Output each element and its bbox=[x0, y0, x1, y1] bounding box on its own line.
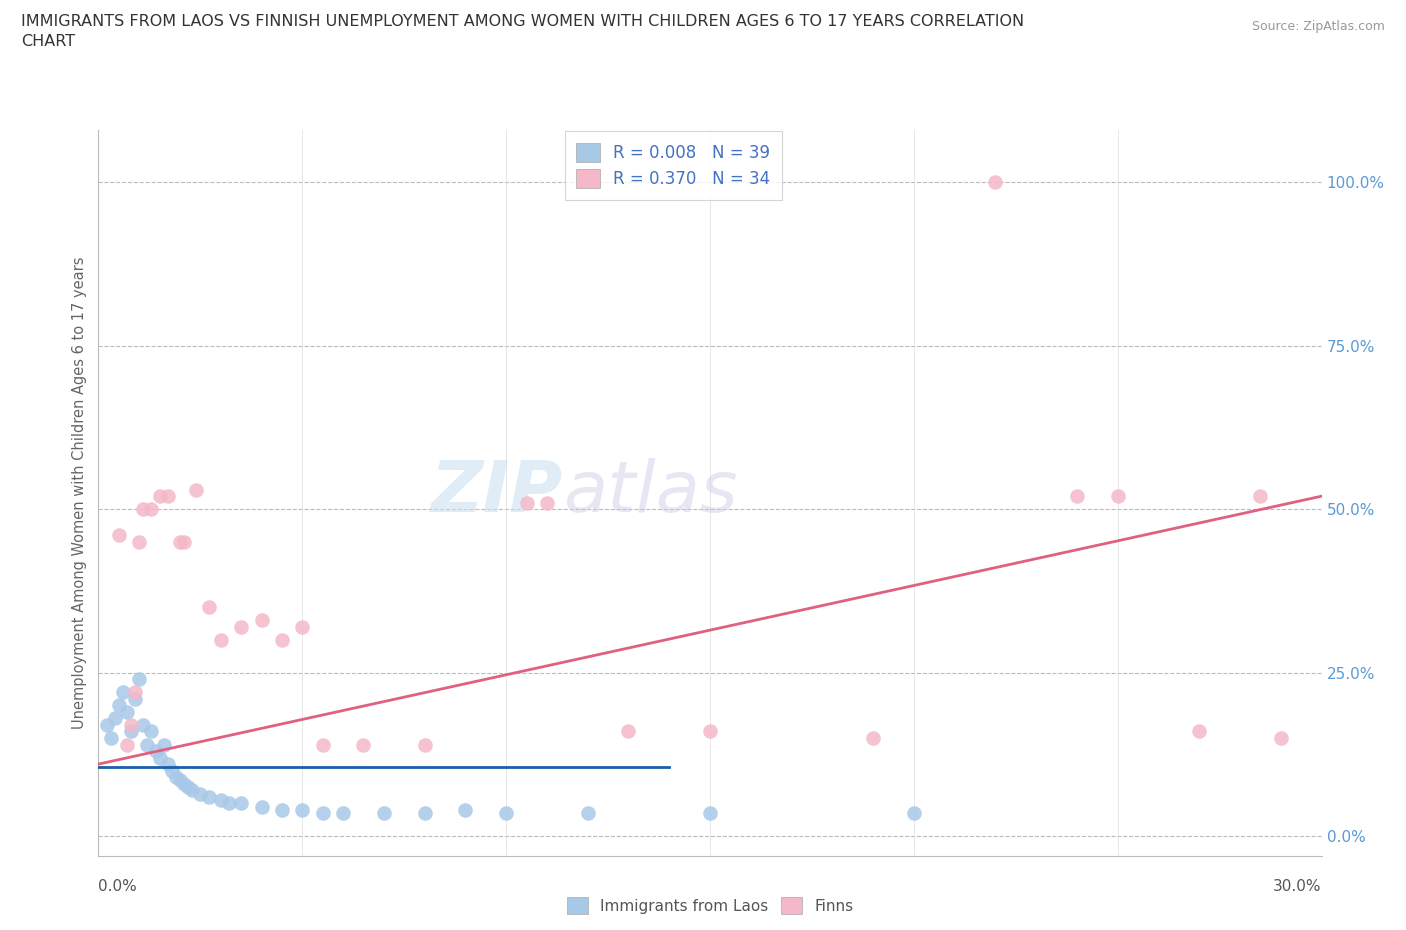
Point bbox=[128, 671, 150, 686]
Text: atlas: atlas bbox=[564, 458, 738, 527]
Text: IMMIGRANTS FROM LAOS VS FINNISH UNEMPLOYMENT AMONG WOMEN WITH CHILDREN AGES 6 TO: IMMIGRANTS FROM LAOS VS FINNISH UNEMPLOY… bbox=[21, 14, 1024, 29]
Text: 30.0%: 30.0% bbox=[1274, 879, 1322, 894]
Point bbox=[218, 796, 240, 811]
Point bbox=[120, 724, 142, 738]
Point bbox=[115, 704, 138, 719]
Point bbox=[169, 773, 191, 788]
Point bbox=[536, 496, 558, 511]
Text: 0.0%: 0.0% bbox=[98, 879, 138, 894]
Text: ZIP: ZIP bbox=[432, 458, 564, 527]
Point bbox=[124, 691, 146, 706]
Point bbox=[149, 489, 172, 504]
Point bbox=[312, 805, 335, 820]
Point bbox=[1188, 724, 1211, 738]
Point bbox=[128, 535, 150, 550]
Point bbox=[699, 805, 721, 820]
Point bbox=[197, 790, 219, 804]
Point bbox=[1249, 489, 1271, 504]
Point bbox=[188, 786, 212, 801]
Point bbox=[454, 803, 477, 817]
Point bbox=[1330, 489, 1353, 504]
Point bbox=[108, 698, 131, 712]
Point bbox=[124, 684, 146, 699]
Point bbox=[96, 717, 118, 732]
Point bbox=[136, 737, 159, 752]
Point bbox=[231, 619, 253, 634]
Point bbox=[181, 783, 204, 798]
Point bbox=[413, 805, 436, 820]
Point bbox=[177, 779, 200, 794]
Point bbox=[145, 744, 167, 759]
Point bbox=[111, 684, 134, 699]
Point bbox=[699, 724, 721, 738]
Legend: Immigrants from Laos, Finns: Immigrants from Laos, Finns bbox=[561, 891, 859, 921]
Point bbox=[173, 535, 195, 550]
Point bbox=[120, 717, 142, 732]
Point bbox=[169, 535, 191, 550]
Point bbox=[1270, 731, 1292, 746]
Point bbox=[186, 482, 208, 497]
Point bbox=[231, 796, 253, 811]
Point bbox=[209, 792, 232, 807]
Point bbox=[984, 175, 1007, 190]
Point bbox=[516, 496, 538, 511]
Point bbox=[312, 737, 335, 752]
Point bbox=[270, 632, 294, 647]
Point bbox=[495, 805, 517, 820]
Point bbox=[132, 717, 155, 732]
Point bbox=[352, 737, 374, 752]
Point bbox=[149, 751, 172, 765]
Point bbox=[152, 737, 174, 752]
Point bbox=[160, 764, 183, 778]
Point bbox=[373, 805, 395, 820]
Y-axis label: Unemployment Among Women with Children Ages 6 to 17 years: Unemployment Among Women with Children A… bbox=[72, 257, 87, 729]
Point bbox=[141, 724, 163, 738]
Point bbox=[173, 777, 195, 791]
Text: CHART: CHART bbox=[21, 34, 75, 49]
Point bbox=[270, 803, 294, 817]
Point bbox=[165, 770, 187, 785]
Point bbox=[100, 731, 122, 746]
Point bbox=[250, 613, 273, 628]
Point bbox=[141, 502, 163, 517]
Point bbox=[1107, 489, 1129, 504]
Text: Source: ZipAtlas.com: Source: ZipAtlas.com bbox=[1251, 20, 1385, 33]
Point bbox=[197, 600, 219, 615]
Point bbox=[413, 737, 436, 752]
Point bbox=[291, 803, 314, 817]
Point bbox=[104, 711, 127, 725]
Point bbox=[156, 489, 179, 504]
Point bbox=[115, 737, 138, 752]
Point bbox=[108, 528, 131, 543]
Point bbox=[862, 731, 884, 746]
Point bbox=[617, 724, 640, 738]
Point bbox=[250, 799, 273, 814]
Point bbox=[132, 502, 155, 517]
Point bbox=[291, 619, 314, 634]
Point bbox=[903, 805, 925, 820]
Point bbox=[156, 757, 179, 772]
Point bbox=[209, 632, 232, 647]
Point bbox=[332, 805, 354, 820]
Point bbox=[1066, 489, 1088, 504]
Point bbox=[576, 805, 599, 820]
